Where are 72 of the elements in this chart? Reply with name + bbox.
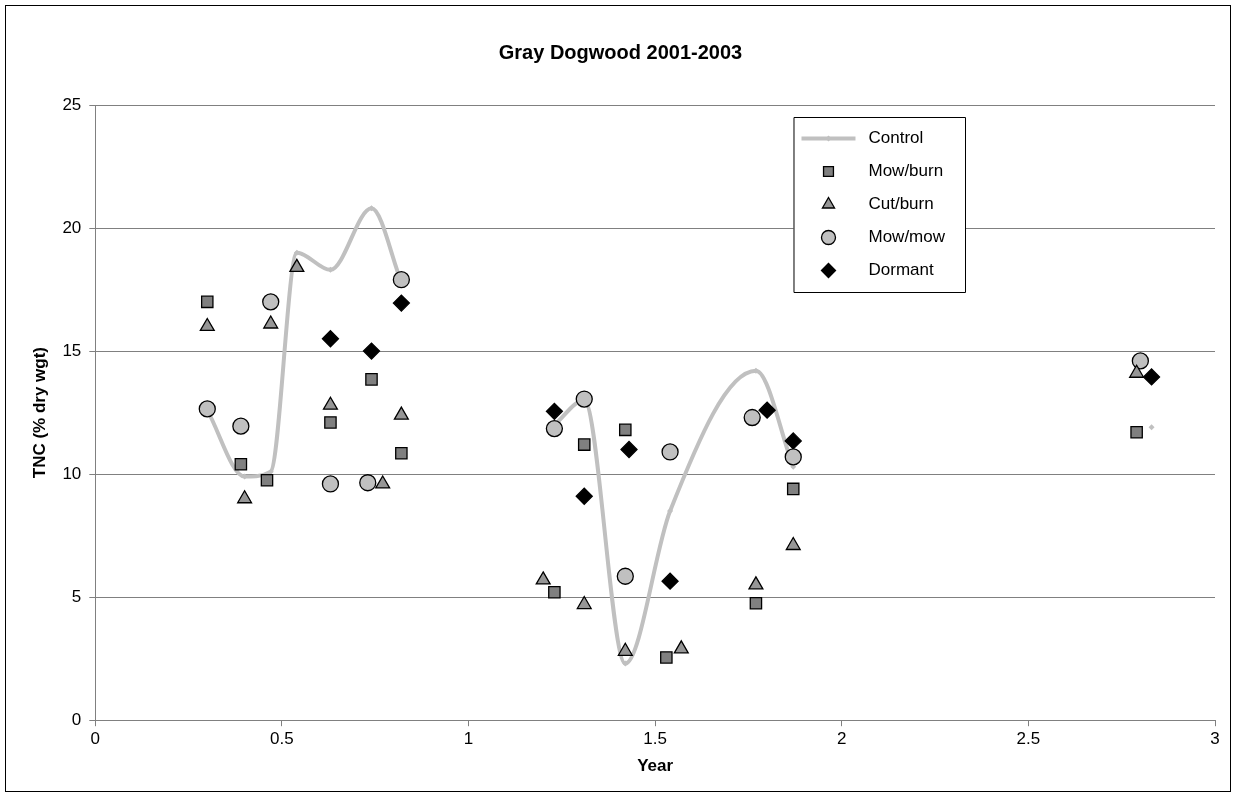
point	[784, 448, 802, 466]
y-tick-label: 0	[71, 709, 82, 729]
point	[661, 572, 679, 590]
legend-label: Mow/burn	[868, 161, 944, 181]
x-tick-label: 1.5	[643, 729, 667, 749]
point	[660, 651, 673, 664]
point	[200, 295, 214, 309]
point	[786, 482, 800, 496]
point	[392, 294, 411, 312]
point	[198, 400, 216, 418]
point	[620, 440, 638, 459]
point	[393, 406, 409, 420]
point	[232, 417, 250, 435]
point	[748, 576, 764, 590]
x-axis-title: Year	[637, 756, 674, 776]
y-tick-label: 15	[62, 340, 82, 360]
legend-label: Control	[868, 128, 924, 148]
x-tick-label: 0	[90, 729, 101, 749]
point	[576, 595, 592, 610]
point	[263, 315, 279, 329]
point	[237, 490, 253, 504]
point	[1131, 352, 1149, 370]
point	[545, 419, 564, 438]
point	[262, 293, 280, 311]
point	[749, 597, 763, 610]
point	[375, 475, 391, 489]
x-tick-label: 3	[1210, 729, 1220, 749]
legend-label: Cut/burn	[868, 194, 934, 214]
point	[362, 342, 381, 360]
point	[365, 373, 378, 386]
y-tick-label: 25	[62, 94, 82, 114]
point	[575, 390, 593, 408]
point	[199, 317, 215, 332]
point	[321, 475, 340, 493]
chart-title: Gray Dogwood 2001-2003	[498, 40, 743, 63]
point	[395, 446, 408, 460]
legend-label: Mow/mow	[868, 227, 946, 247]
legend-label: Dormant	[868, 260, 934, 280]
point	[548, 585, 561, 599]
point	[289, 258, 305, 273]
point	[322, 396, 339, 410]
point	[324, 416, 337, 429]
point	[617, 642, 633, 656]
point	[321, 330, 340, 348]
y-tick-label: 10	[62, 463, 82, 483]
x-tick-label: 2.5	[1016, 729, 1041, 749]
point	[359, 474, 377, 492]
point	[545, 402, 564, 421]
y-tick-label: 20	[62, 217, 82, 237]
point	[758, 401, 776, 419]
y-axis-title: TNC (% dry wgt)	[29, 346, 49, 479]
point	[743, 408, 761, 427]
point	[1142, 368, 1161, 386]
point	[616, 567, 634, 585]
point	[1129, 364, 1145, 378]
point	[673, 640, 689, 654]
point	[618, 423, 632, 437]
point	[392, 271, 411, 289]
point	[1130, 425, 1143, 439]
y-tick-label: 5	[71, 586, 82, 606]
point	[535, 571, 551, 585]
point	[577, 438, 591, 451]
x-tick-label: 2	[837, 729, 847, 749]
point	[575, 487, 593, 505]
point	[234, 457, 248, 471]
point	[260, 473, 274, 487]
x-tick-label: 0.5	[270, 729, 294, 749]
point	[784, 432, 802, 450]
x-tick-label: 1	[463, 729, 474, 749]
point	[661, 443, 679, 461]
point	[1148, 424, 1155, 431]
point	[785, 536, 801, 551]
